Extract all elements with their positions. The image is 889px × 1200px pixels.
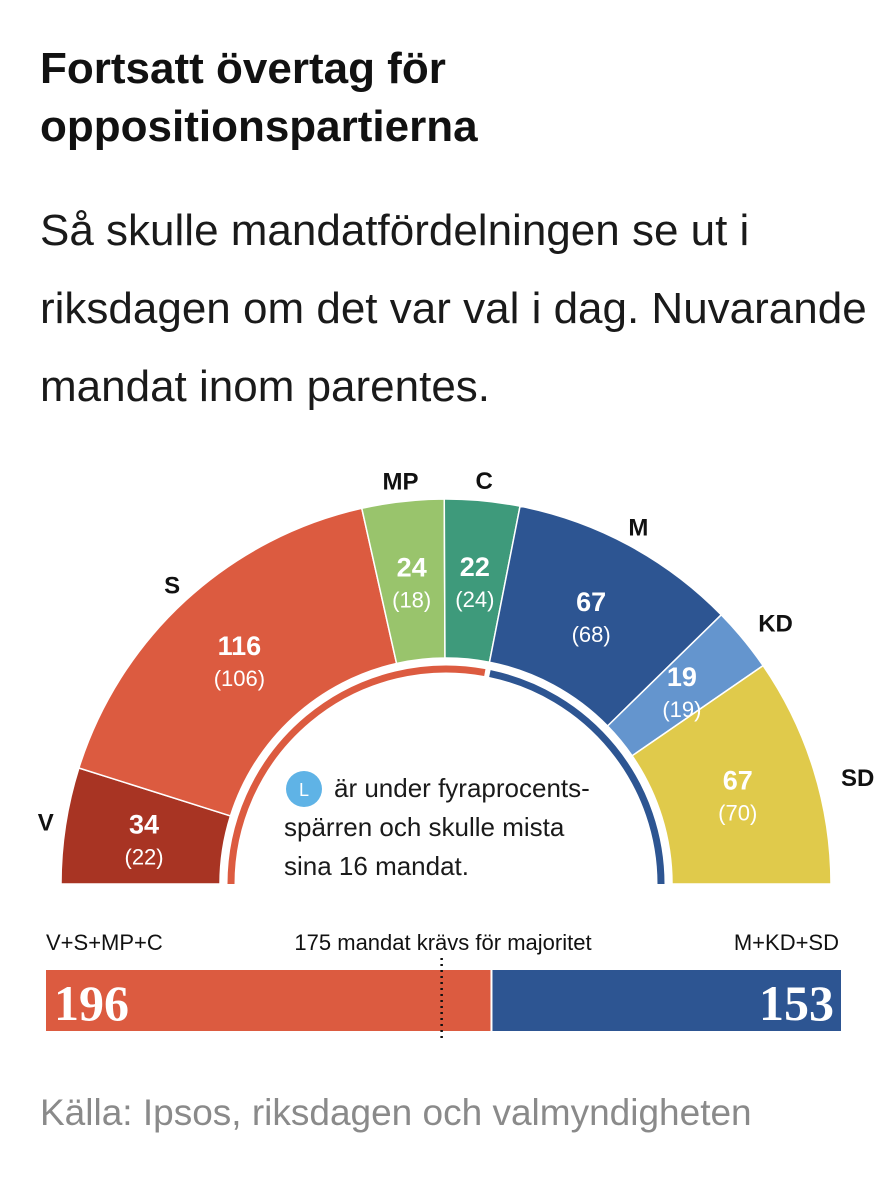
previous-seats-mp: (18)	[392, 587, 431, 612]
seat-value-m: 67	[576, 587, 606, 617]
right-bloc-arc	[489, 670, 665, 885]
party-label-s: S	[164, 573, 180, 600]
seat-segments	[60, 498, 832, 885]
previous-seats-m: (68)	[572, 622, 611, 647]
note-line-2: spärren och skulle mista	[284, 812, 565, 842]
majority-label: 175 mandat krävs för majoritet	[294, 930, 591, 955]
seat-value-c: 22	[460, 552, 490, 582]
party-label-sd: SD	[841, 765, 874, 792]
party-label-mp: MP	[383, 469, 419, 496]
previous-seats-c: (24)	[455, 587, 494, 612]
chart-subtitle: Så skulle mandatfördelningen se ut i rik…	[40, 206, 867, 411]
left-bloc-label: V+S+MP+C	[46, 930, 163, 955]
parliament-chart: 34 (22) V 116 (106) S 24 (18) MP 22 (24) C 67 (68) M 19…	[38, 468, 875, 1042]
right-bloc-bar	[492, 970, 841, 1031]
previous-seats-s: (106)	[214, 666, 265, 691]
note-line-3: sina 16 mandat.	[284, 851, 469, 881]
seat-value-sd: 67	[723, 765, 753, 795]
right-bloc-total: 153	[759, 975, 834, 1031]
previous-seats-sd: (70)	[718, 800, 757, 825]
source-note: Källa: Ipsos, riksdagen och valmyndighet…	[40, 1092, 752, 1133]
bloc-bar: V+S+MP+C 175 mandat krävs för majoritet …	[46, 930, 841, 1042]
party-label-m: M	[628, 515, 648, 542]
bloc-inner-arcs	[227, 665, 665, 885]
party-label-c: C	[476, 468, 493, 495]
seat-segment-sd	[631, 664, 832, 885]
seat-value-s: 116	[218, 631, 262, 661]
party-label-v: V	[38, 809, 54, 836]
party-labels: 34 (22) V 116 (106) S 24 (18) MP 22 (24) C 67 (68) M 19…	[38, 468, 875, 870]
chart-title: Fortsatt övertag för oppositionspartiern…	[40, 44, 478, 151]
previous-seats-v: (22)	[125, 844, 164, 869]
l-badge-text: L	[299, 780, 309, 800]
l-note: L är under fyraprocents- spärren och sku…	[284, 771, 590, 881]
seat-value-v: 34	[129, 809, 159, 839]
right-bloc-label: M+KD+SD	[734, 930, 839, 955]
previous-seats-kd: (19)	[662, 697, 701, 722]
seat-value-mp: 24	[397, 552, 427, 582]
l-badge	[286, 771, 322, 807]
note-line-1: är under fyraprocents-	[334, 773, 590, 803]
left-bloc-arc	[227, 665, 486, 885]
left-bloc-bar	[46, 970, 491, 1031]
seat-segment-s	[77, 507, 398, 817]
seat-value-kd: 19	[667, 662, 697, 692]
left-bloc-total: 196	[54, 975, 129, 1031]
party-label-kd: KD	[758, 611, 793, 638]
